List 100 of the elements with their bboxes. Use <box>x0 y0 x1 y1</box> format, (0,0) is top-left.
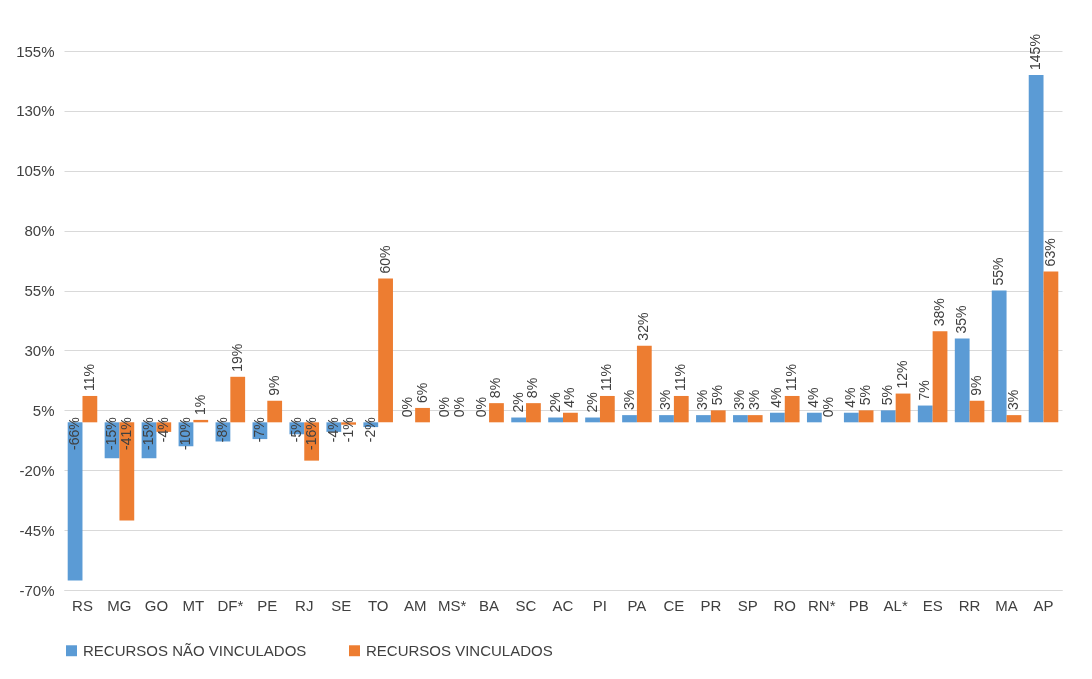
x-tick-label: AL* <box>883 596 908 614</box>
data-label: 0% <box>450 397 467 418</box>
bar <box>599 395 615 423</box>
x-tick-label: SE <box>331 596 352 614</box>
data-label: 32% <box>635 312 652 341</box>
data-label: -10% <box>176 417 193 450</box>
data-label: 9% <box>265 375 282 396</box>
data-label: -1% <box>339 417 356 443</box>
bar <box>858 410 874 423</box>
data-label: 55% <box>990 257 1007 286</box>
data-label: 3% <box>694 389 711 411</box>
y-tick-label: 130% <box>16 102 55 120</box>
data-label: 3% <box>1004 389 1021 411</box>
data-label: 8% <box>524 377 541 399</box>
x-tick-label: MG <box>107 596 132 614</box>
data-label: -66% <box>66 417 83 450</box>
bar <box>82 395 98 423</box>
data-label: -2% <box>361 417 378 443</box>
bar <box>932 331 948 423</box>
y-tick-label: 155% <box>16 42 55 60</box>
bar <box>673 395 689 423</box>
y-tick-label: 5% <box>32 401 55 419</box>
data-label: 11% <box>598 363 615 391</box>
bar <box>1028 74 1044 423</box>
bar <box>843 412 859 423</box>
bar <box>784 395 800 423</box>
legend-label: RECURSOS VINCULADOS <box>366 641 553 659</box>
data-label: 11% <box>672 363 689 391</box>
data-label: 11% <box>80 363 97 391</box>
data-label: 7% <box>916 380 933 401</box>
x-tick-label: PA <box>627 596 647 614</box>
data-label: 3% <box>620 389 637 411</box>
bar <box>696 415 711 423</box>
data-label: 9% <box>967 375 984 396</box>
bar <box>636 345 652 423</box>
data-label: 0% <box>398 397 415 418</box>
data-label: 4% <box>805 387 822 408</box>
bar <box>880 410 896 423</box>
x-tick-label: RR <box>958 596 981 614</box>
data-label: 60% <box>376 245 393 274</box>
bar <box>733 415 748 423</box>
bar <box>895 393 911 423</box>
x-tick-label: DF* <box>217 596 244 614</box>
bar <box>622 415 637 423</box>
x-tick-label: PR <box>700 596 722 614</box>
data-label: 5% <box>879 385 896 406</box>
bar <box>1006 415 1022 423</box>
x-tick-label: PI <box>592 596 608 614</box>
y-tick-label: -70% <box>19 581 55 599</box>
data-label: -4% <box>324 417 341 443</box>
data-label: 4% <box>768 387 785 408</box>
data-label: 145% <box>1027 34 1044 70</box>
x-tick-label: RJ <box>295 596 314 614</box>
y-tick-label: 80% <box>24 222 55 240</box>
data-label: -15% <box>140 417 157 450</box>
x-tick-label: CE <box>663 596 685 614</box>
x-tick-label: RO <box>773 596 797 614</box>
y-tick-label: -45% <box>19 521 55 539</box>
data-label: 1% <box>191 394 208 415</box>
x-tick-label: GO <box>144 596 169 614</box>
x-tick-label: RS <box>72 596 93 614</box>
data-label: 4% <box>561 387 578 408</box>
y-tick-label: 30% <box>24 341 55 359</box>
data-label: -8% <box>213 417 230 443</box>
x-tick-label: BA <box>479 596 500 614</box>
x-tick-label: MA <box>995 596 1018 614</box>
data-label: 0% <box>472 397 489 418</box>
bar <box>917 405 933 423</box>
bar <box>563 412 578 423</box>
data-label: 12% <box>894 360 911 389</box>
bar <box>1043 271 1059 423</box>
y-tick-label: 55% <box>24 282 55 300</box>
legend-label: RECURSOS NÃO VINCULADOS <box>83 641 307 659</box>
data-label: 8% <box>487 377 504 399</box>
bar <box>378 278 393 423</box>
data-label: 4% <box>842 387 859 408</box>
x-tick-label: TO <box>367 596 389 614</box>
data-label: -41% <box>117 417 134 450</box>
bar <box>969 400 985 423</box>
bar <box>991 290 1007 423</box>
x-tick-label: SC <box>515 596 537 614</box>
data-label: 6% <box>413 382 430 403</box>
y-tick-label: 105% <box>16 162 55 180</box>
bar <box>489 403 504 423</box>
data-label: 0% <box>820 397 837 418</box>
bar <box>230 376 246 423</box>
bar <box>806 412 822 423</box>
bar <box>659 415 674 423</box>
data-label: 11% <box>783 363 800 391</box>
data-label: 63% <box>1041 238 1058 267</box>
x-tick-label: PE <box>257 596 278 614</box>
data-label: 5% <box>857 385 874 406</box>
data-label: 3% <box>746 389 763 411</box>
x-tick-label: RN* <box>807 596 836 614</box>
data-label: 2% <box>583 392 600 413</box>
x-tick-label: PB <box>848 596 869 614</box>
data-label: 0% <box>435 397 452 418</box>
bar <box>415 407 430 423</box>
data-label: -7% <box>250 417 267 443</box>
bar <box>526 403 541 423</box>
